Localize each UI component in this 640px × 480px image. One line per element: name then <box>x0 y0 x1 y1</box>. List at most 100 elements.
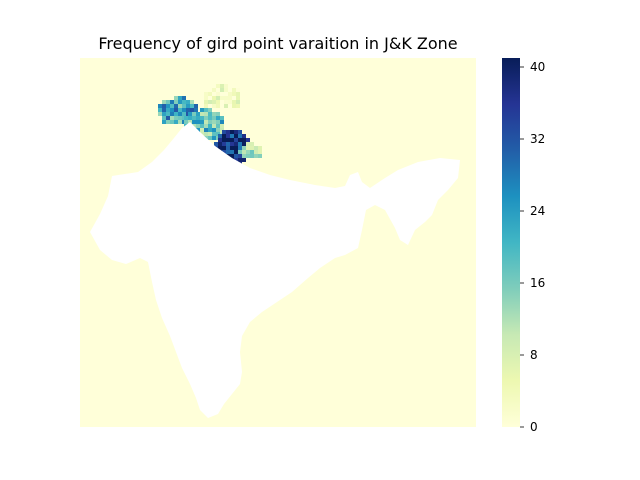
heat-cell-western-valley <box>178 108 182 112</box>
heat-cell-eastern-peak <box>214 142 218 146</box>
heat-cell-eastern-peak <box>238 142 242 146</box>
heat-cell-central-band <box>204 120 208 124</box>
heat-cell-western-valley <box>186 104 190 108</box>
heat-cell-western-valley <box>178 96 182 100</box>
heat-cell-eastern-peak <box>238 146 242 150</box>
colorbar-tick-label: 24 <box>530 204 545 218</box>
heat-cell-eastern-peak <box>222 130 226 134</box>
heat-cell-eastern-peak <box>234 130 238 134</box>
heat-cell-northern-plateau <box>228 104 232 108</box>
heat-cell-western-valley <box>174 96 178 100</box>
heat-cell-northern-plateau <box>220 92 224 96</box>
heat-cell-central-band <box>216 124 220 128</box>
heat-cell-eastern-peak <box>226 138 230 142</box>
heat-cell-western-valley <box>162 104 166 108</box>
heat-cell-eastern-peak <box>238 138 242 142</box>
heat-cell-eastern-peak <box>230 134 234 138</box>
heat-cell-northern-plateau <box>232 92 236 96</box>
heat-cell-central-band <box>220 120 224 124</box>
heat-cell-western-valley <box>190 108 194 112</box>
heat-cell-central-band <box>208 128 212 132</box>
heat-cell-eastern-peak <box>226 134 230 138</box>
colorbar-ticks: 0 8 16 24 32 40 <box>520 60 545 434</box>
heat-cell-western-valley <box>170 104 174 108</box>
heat-cell-central-band <box>212 136 216 140</box>
heat-cell-eastern-peak <box>226 146 230 150</box>
heat-cell-northern-plateau <box>224 100 228 104</box>
heat-cell-central-band <box>200 124 204 128</box>
heat-cell-northern-plateau <box>208 92 212 96</box>
heat-cell-western-valley <box>162 100 166 104</box>
heat-cell-eastern-peak <box>234 146 238 150</box>
heat-cell-western-valley <box>170 112 174 116</box>
heat-cell-central-band <box>204 112 208 116</box>
heat-cell-northern-plateau <box>212 100 216 104</box>
heat-cell-central-band <box>196 124 200 128</box>
heat-cell-northern-plateau <box>220 96 224 100</box>
heat-cell-eastern-peak <box>242 134 246 138</box>
heat-cell-central-band <box>212 112 216 116</box>
heat-cell-western-valley <box>178 112 182 116</box>
heat-cell-eastern-peak <box>222 134 226 138</box>
heat-cell-south-east-fringe <box>258 154 262 158</box>
heat-cell-northern-plateau <box>224 88 228 92</box>
heat-cell-western-valley <box>170 116 174 120</box>
heat-cell-eastern-peak <box>222 142 226 146</box>
heat-cell-northern-plateau <box>208 88 212 92</box>
heat-cell-western-valley <box>162 116 166 120</box>
heat-cell-central-band <box>200 128 204 132</box>
heat-cell-central-band <box>196 120 200 124</box>
heat-cell-central-band <box>200 120 204 124</box>
heat-cell-western-valley <box>194 108 198 112</box>
heat-cell-eastern-peak <box>230 142 234 146</box>
heat-cell-central-band <box>208 116 212 120</box>
heat-cell-eastern-peak <box>218 134 222 138</box>
heat-cell-central-band <box>196 116 200 120</box>
heat-cell-northern-plateau <box>216 88 220 92</box>
heat-cell-eastern-peak <box>242 138 246 142</box>
heat-cell-northern-plateau <box>220 104 224 108</box>
heat-cell-central-band <box>216 116 220 120</box>
heat-cell-western-valley <box>162 112 166 116</box>
heat-cell-western-valley <box>166 100 170 104</box>
heat-cell-northern-plateau <box>208 100 212 104</box>
heat-cell-central-band <box>200 116 204 120</box>
heat-cell-northern-plateau <box>212 88 216 92</box>
heat-cell-eastern-peak <box>230 146 234 150</box>
heat-cell-northern-plateau <box>204 88 208 92</box>
heat-cell-central-band <box>208 132 212 136</box>
heat-cell-western-valley <box>182 108 186 112</box>
heat-cell-central-band <box>216 112 220 116</box>
heat-cell-western-valley <box>158 112 162 116</box>
heat-cell-south-east-fringe <box>258 150 262 154</box>
heat-cell-western-valley <box>158 108 162 112</box>
heat-cell-western-valley <box>178 116 182 120</box>
heat-cell-northern-plateau <box>204 104 208 108</box>
heat-cell-western-valley <box>174 112 178 116</box>
heat-cell-central-band <box>200 112 204 116</box>
heat-cell-south-east-fringe <box>250 154 254 158</box>
heat-cell-eastern-peak <box>238 154 242 158</box>
colorbar-tick-label: 16 <box>530 276 545 290</box>
heat-cell-northern-plateau <box>220 100 224 104</box>
india-mask <box>90 122 460 418</box>
heat-cell-western-valley <box>178 100 182 104</box>
heat-cell-northern-plateau <box>204 96 208 100</box>
heat-cell-northern-plateau <box>232 88 236 92</box>
heat-cell-northern-plateau <box>216 84 220 88</box>
heat-cell-western-valley <box>166 108 170 112</box>
heat-cell-northern-plateau <box>224 92 228 96</box>
heat-cell-western-valley <box>174 116 178 120</box>
heat-cell-eastern-peak <box>226 142 230 146</box>
heat-cell-south-east-fringe <box>250 142 254 146</box>
heat-cell-western-valley <box>166 116 170 120</box>
heat-cell-western-valley <box>166 104 170 108</box>
colorbar-tick-label: 40 <box>530 60 545 74</box>
heat-cell-south-east-fringe <box>242 150 246 154</box>
heat-cell-eastern-peak <box>234 154 238 158</box>
heat-cell-eastern-peak <box>222 150 226 154</box>
heat-cell-western-valley <box>162 120 166 124</box>
heat-cell-south-east-fringe <box>246 146 250 150</box>
